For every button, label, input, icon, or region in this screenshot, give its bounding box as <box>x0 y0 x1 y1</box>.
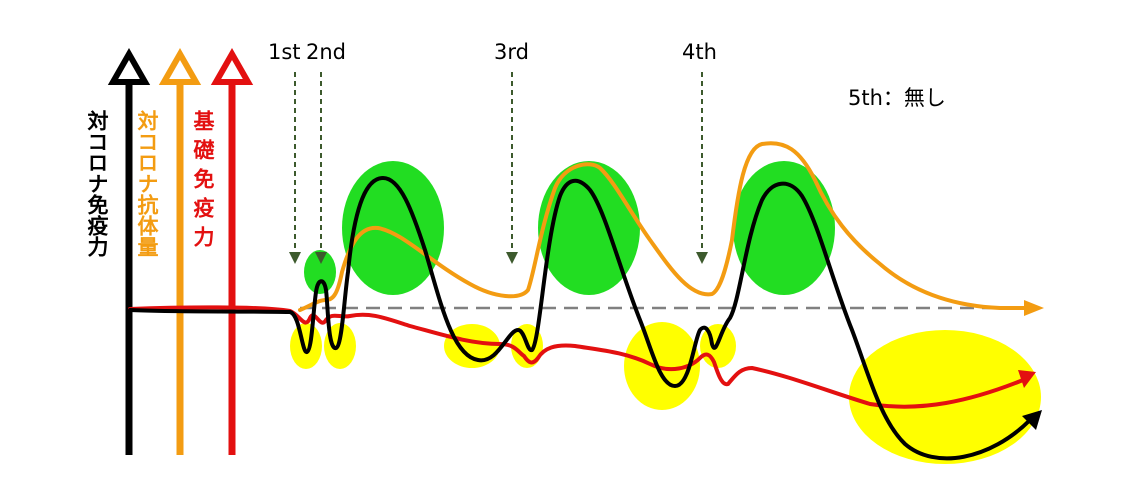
red-axis-arrowhead <box>210 47 254 85</box>
orange-axis-arrowhead <box>158 47 202 85</box>
black-axis-arrowhead <box>107 47 151 85</box>
red-axis-label: 基礎免疫力 <box>191 110 215 255</box>
yellow-ellipse-3 <box>444 324 500 368</box>
green-ellipse-1 <box>304 250 336 294</box>
red-basic-immunity-curve <box>128 305 1030 409</box>
dose-arrowhead-2 <box>315 252 327 264</box>
dose-label-2nd: 2nd <box>306 40 347 64</box>
vertical-axes <box>107 47 254 455</box>
yellow-ellipse-5 <box>624 322 700 410</box>
orange-axis-label: 対コロナ抗体量 <box>135 110 159 257</box>
orange-curve-arrowhead <box>1024 300 1044 316</box>
yellow-ellipse-7 <box>849 330 1041 464</box>
yellow-highlights <box>290 322 1041 464</box>
fifth-dose-note: 5th：無し <box>848 86 946 110</box>
yellow-ellipse-2 <box>324 323 356 369</box>
red-curve-arrowhead <box>1018 370 1036 388</box>
dose-label-1st: 1st <box>268 40 301 64</box>
dose-label-3rd: 3rd <box>494 40 529 64</box>
dose-arrows <box>289 72 708 264</box>
yellow-ellipse-1 <box>290 323 322 369</box>
green-highlights <box>304 161 835 295</box>
dose-arrowhead-3 <box>506 252 518 264</box>
dose-arrowhead-1 <box>289 252 301 264</box>
dose-label-4th: 4th <box>682 40 717 64</box>
green-ellipse-3 <box>538 161 640 295</box>
dose-arrowhead-4 <box>696 252 708 264</box>
black-curve-arrowhead <box>1022 410 1042 430</box>
orange-antibody-curve <box>298 141 1032 312</box>
green-ellipse-4 <box>733 161 835 295</box>
black-immunity-curve <box>128 175 1032 461</box>
green-ellipse-2 <box>342 161 444 295</box>
black-axis-label: 対コロナ免疫力 <box>85 110 109 257</box>
